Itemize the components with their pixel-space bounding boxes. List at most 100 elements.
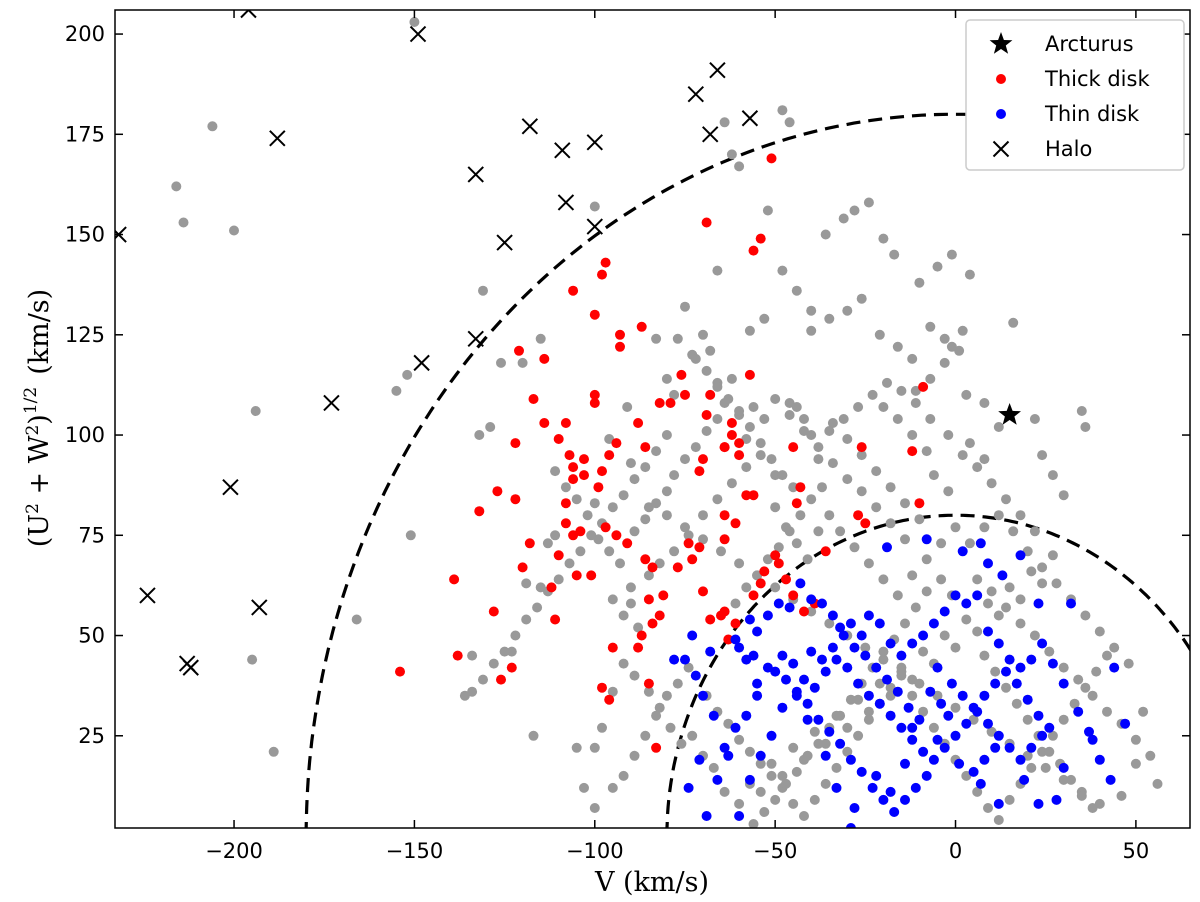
point-thin-disk <box>968 702 979 713</box>
point-thick-disk <box>766 153 777 164</box>
point-thick-disk <box>492 486 503 497</box>
point-field-stars <box>1116 790 1127 801</box>
point-field-stars <box>907 570 918 581</box>
point-thick-disk <box>748 245 759 256</box>
point-thick-disk <box>694 466 705 477</box>
point-thin-disk <box>1047 658 1058 669</box>
point-field-stars <box>914 514 925 525</box>
point-thin-disk <box>766 730 777 741</box>
point-thick-disk <box>539 418 550 428</box>
point-field-stars <box>604 546 615 557</box>
point-field-stars <box>766 454 777 465</box>
point-thick-disk <box>734 438 745 449</box>
point-thick-disk <box>734 450 745 461</box>
point-halo <box>413 354 430 372</box>
point-thin-disk <box>936 698 947 709</box>
point-thick-disk <box>640 554 651 565</box>
point-thin-disk <box>997 570 1008 581</box>
point-field-stars <box>939 333 950 344</box>
point-thin-disk <box>1019 774 1030 785</box>
point-halo <box>323 394 340 412</box>
point-field-stars <box>1087 803 1098 813</box>
point-thin-disk <box>752 690 763 701</box>
point-thin-disk <box>1051 794 1062 805</box>
point-field-stars <box>964 438 975 449</box>
plot-frame <box>114 9 1191 829</box>
point-halo <box>467 166 484 183</box>
point-field-stars <box>748 819 759 828</box>
point-field-stars <box>878 233 889 244</box>
point-thin-disk <box>932 734 943 745</box>
point-thin-disk <box>1015 754 1026 765</box>
point-thick-disk <box>611 530 622 541</box>
point-field-stars <box>939 357 950 368</box>
point-thin-disk <box>1004 654 1015 665</box>
point-field-stars <box>766 758 777 769</box>
point-field-stars <box>1102 706 1112 717</box>
point-field-stars <box>1001 602 1011 613</box>
point-field-stars <box>1026 566 1037 577</box>
point-thin-disk <box>777 702 788 713</box>
y-label-exp: 1/2 <box>21 387 41 414</box>
point-thick-disk <box>788 590 799 601</box>
point-field-stars <box>918 706 929 717</box>
point-thick-disk <box>647 562 658 573</box>
point-field-stars <box>669 546 680 557</box>
point-thin-disk <box>835 738 846 749</box>
point-thin-disk <box>680 654 690 665</box>
point-field-stars <box>571 742 582 753</box>
point-thin-disk <box>831 782 842 793</box>
point-thick-disk <box>615 329 625 340</box>
point-field-stars <box>672 333 683 344</box>
point-field-stars <box>957 325 968 336</box>
point-field-stars <box>669 389 680 400</box>
point-field-stars <box>863 714 874 725</box>
point-thick-disk <box>680 389 690 400</box>
point-thick-disk <box>597 269 607 280</box>
point-thick-disk <box>748 490 759 501</box>
point-field-stars <box>719 786 730 797</box>
point-thin-disk <box>918 630 929 641</box>
point-field-stars <box>734 798 745 809</box>
point-thin-disk <box>795 578 806 589</box>
point-thin-disk <box>845 618 856 629</box>
point-halo <box>269 130 286 147</box>
point-field-stars <box>661 510 672 521</box>
point-thin-disk <box>1109 662 1120 673</box>
point-thick-disk <box>744 369 755 380</box>
point-thin-disk <box>1073 706 1084 717</box>
point-thick-disk <box>597 466 607 477</box>
point-thick-disk <box>395 666 405 677</box>
point-thin-disk <box>856 766 867 777</box>
point-field-stars <box>643 686 654 697</box>
point-thick-disk <box>571 570 582 581</box>
point-field-stars <box>892 590 903 601</box>
point-thin-disk <box>744 614 755 625</box>
point-thick-disk <box>665 398 676 408</box>
point-thin-disk <box>896 650 907 661</box>
point-field-stars <box>680 301 690 312</box>
point-thin-disk <box>979 690 990 701</box>
point-thick-disk <box>506 662 517 673</box>
point-field-stars <box>607 686 618 697</box>
point-thick-disk <box>593 482 604 493</box>
y-tick-label: 200 <box>65 22 105 46</box>
point-thick-disk <box>604 450 615 461</box>
point-field-stars <box>777 470 788 481</box>
y-label-unit: (km/s) <box>24 289 55 375</box>
point-field-stars <box>762 205 773 216</box>
point-thin-disk <box>910 782 921 793</box>
point-field-stars <box>972 574 983 585</box>
point-thin-disk <box>918 746 929 757</box>
point-field-stars <box>726 149 737 160</box>
point-field-stars <box>1080 422 1091 432</box>
point-thick-disk <box>560 418 571 428</box>
point-field-stars <box>784 526 795 537</box>
point-field-stars <box>910 602 921 613</box>
point-thin-disk <box>983 626 993 637</box>
point-field-stars <box>788 482 799 493</box>
point-field-stars <box>690 442 701 453</box>
point-thin-disk <box>762 610 773 621</box>
point-field-stars <box>744 325 755 336</box>
point-thin-disk <box>698 690 708 701</box>
